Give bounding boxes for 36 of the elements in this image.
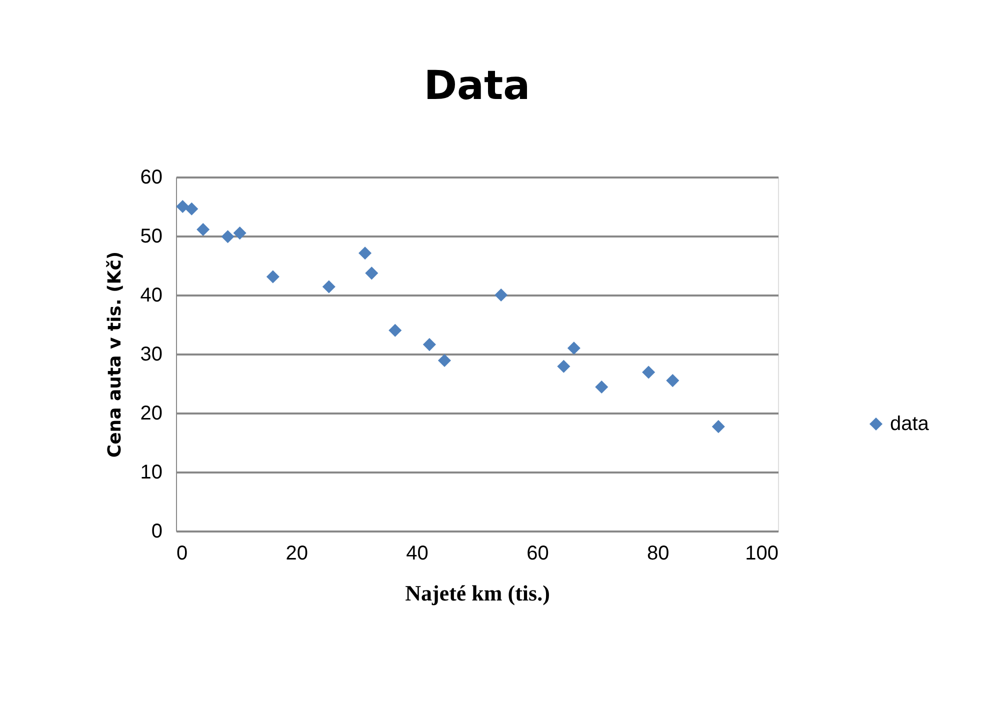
- y-tick-label: 20: [140, 402, 162, 424]
- point: [422, 338, 436, 352]
- y-tick-label: 60: [140, 166, 162, 188]
- point: [322, 280, 336, 294]
- y-axis-title: Cena auta v tis. (Kč): [104, 251, 126, 458]
- point: [567, 342, 580, 355]
- point: [176, 200, 190, 214]
- x-tick-label: 20: [286, 542, 308, 564]
- chart-title: Data: [424, 63, 530, 109]
- y-tick-label: 10: [140, 462, 162, 484]
- y-tick-label: 40: [140, 284, 162, 306]
- legend-label: data: [890, 413, 930, 435]
- point: [642, 366, 656, 379]
- x-axis-title: Najeté km (tis.): [405, 580, 550, 606]
- point: [196, 222, 210, 236]
- x-tick-label: 40: [406, 542, 428, 564]
- x-tick-label: 0: [176, 542, 188, 564]
- x-tick-label: 100: [745, 542, 778, 564]
- point: [712, 420, 725, 434]
- point: [365, 266, 378, 280]
- point: [438, 354, 452, 368]
- x-tick-label: 80: [646, 542, 670, 564]
- point: [221, 230, 234, 244]
- point: [388, 324, 402, 337]
- point: [595, 380, 608, 394]
- point: [266, 270, 280, 284]
- point: [358, 246, 372, 260]
- y-tick-label: 0: [151, 520, 162, 542]
- point: [233, 226, 246, 240]
- y-tick-label: 30: [140, 344, 162, 366]
- x-tick-label: 60: [526, 542, 549, 564]
- point: [666, 374, 680, 388]
- point: [557, 360, 570, 373]
- y-tick-label: 50: [140, 226, 162, 248]
- point: [185, 202, 198, 216]
- point: [494, 288, 508, 302]
